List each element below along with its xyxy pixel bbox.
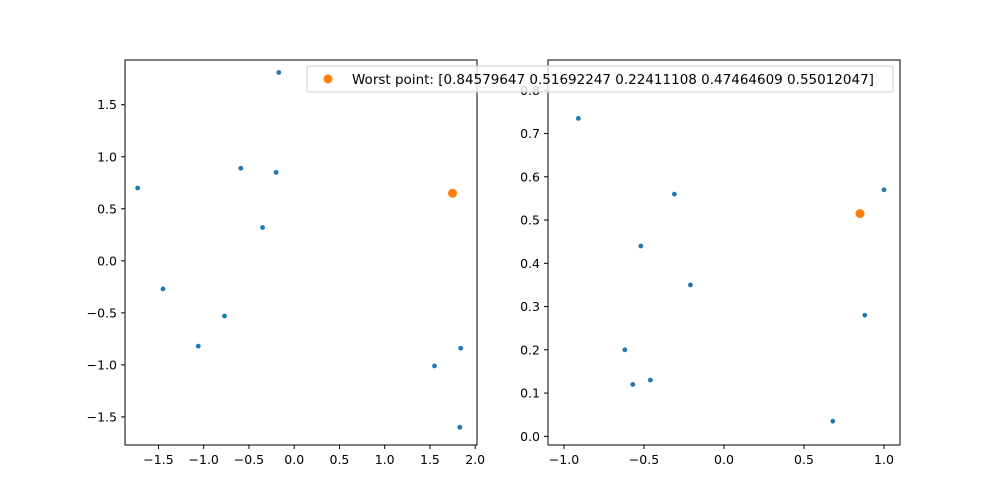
left-y-tick-label: −1.5 [87,409,117,424]
left-x-tick-label: −1.0 [189,452,219,467]
left-data-point [458,345,464,351]
right-x-tick-label: 1.0 [874,452,894,467]
legend-marker-worst-point [323,74,333,84]
left-data-point [195,343,201,349]
right-data-point [862,312,868,318]
right-axes-frame [547,59,901,446]
right-x-tick-label: −1.0 [549,452,579,467]
right-y-tick-label: 0.0 [520,429,540,444]
right-data-point [688,282,693,288]
left-worst-point [448,188,458,198]
left-x-tick-label: −0.5 [234,452,264,467]
left-data-point [160,286,166,292]
left-y-tick-label: 1.0 [97,149,117,164]
legend-label-worst-point: Worst point: [0.84579647 0.51692247 0.22… [352,72,874,88]
left-data-point [273,169,279,175]
legend-box [306,65,894,93]
left-y-tick-label: −1.0 [87,357,117,372]
right-scatter-plot: −1.0 −0.5 0.0 0.5 1.0 0.0 0.1 0.2 0.3 0.4 0.5 0.6 0.… [520,59,901,467]
right-x-tick-label: −0.5 [629,452,659,467]
right-y-tick-label: 0.6 [520,169,540,184]
left-data-point [276,70,282,75]
legend: Worst point: [0.84579647 0.51692247 0.22… [306,65,894,93]
right-data-point [830,418,836,424]
right-data-point [672,191,677,197]
right-y-tick-label: 0.7 [520,126,540,141]
right-data-point [630,382,636,387]
right-x-tick-label: 0.5 [794,452,814,467]
left-x-tick-label: 1.5 [420,452,440,467]
right-y-tick-label: 0.3 [520,299,540,314]
right-data-point [576,115,581,121]
left-data-point [238,165,244,171]
right-data-point [638,243,644,249]
left-scatter-plot: −1.5 −1.0 −0.5 0.0 0.5 1.0 1.5 2.0 −1.5 −1.0 −0.5 0… [87,59,485,467]
right-y-tick-label: 0.2 [520,342,540,357]
right-data-point [622,347,628,353]
left-axes-frame [124,59,478,446]
left-data-point [432,363,437,369]
left-x-tick-label: 2.0 [465,452,485,467]
right-y-tick-label: 0.4 [520,256,540,271]
left-y-tick-label: −0.5 [87,305,117,320]
left-x-tick-label: 1.0 [375,452,395,467]
left-y-tick-label: 0.0 [97,253,117,268]
right-x-tick-label: 0.0 [714,452,734,467]
left-x-tick-label: 0.0 [284,452,304,467]
right-worst-point [855,209,865,219]
left-data-point [222,313,227,319]
right-y-tick-label: 0.5 [520,213,540,228]
left-data-point [135,185,141,191]
right-y-tick-label: 0.1 [520,386,540,401]
right-data-point [881,187,887,193]
right-data-point [648,377,653,383]
left-x-tick-label: −1.5 [143,452,173,467]
left-y-tick-label: 1.5 [97,97,117,112]
left-y-tick-label: 0.5 [97,201,117,216]
left-data-point [260,225,265,230]
left-x-tick-label: 0.5 [330,452,350,467]
left-data-point [457,424,463,430]
